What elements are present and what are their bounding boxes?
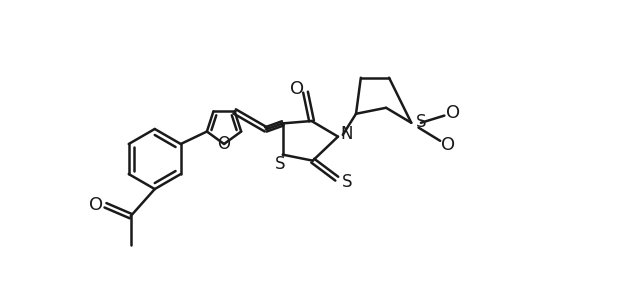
- Text: O: O: [89, 196, 103, 214]
- Text: S: S: [415, 113, 426, 131]
- Text: O: O: [218, 135, 230, 153]
- Text: N: N: [340, 125, 353, 143]
- Text: O: O: [290, 80, 304, 98]
- Text: O: O: [442, 136, 456, 154]
- Text: O: O: [446, 104, 460, 122]
- Text: S: S: [275, 155, 285, 173]
- Text: S: S: [342, 173, 352, 191]
